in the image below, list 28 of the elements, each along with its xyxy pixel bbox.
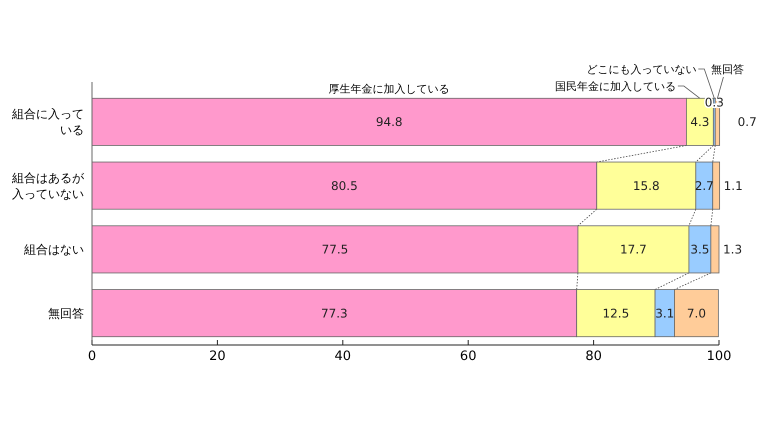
x-tick-label: 40 <box>334 349 352 364</box>
text: 無回答 <box>710 62 744 76</box>
data-label: 15.8 <box>632 178 660 193</box>
data-label: 12.5 <box>602 306 630 320</box>
data-label: 77.5 <box>322 242 348 257</box>
data-label: 17.7 <box>620 242 647 257</box>
data-label: 0.7 <box>738 115 757 130</box>
data-label: 4.3 <box>690 115 710 130</box>
data-label: 77.3 <box>320 306 348 320</box>
data-label: 3.1 <box>655 306 674 320</box>
x-tick-label: 0 <box>88 349 96 364</box>
data-label: 3.5 <box>690 242 710 257</box>
data-label: 1.1 <box>724 178 743 193</box>
y-tick-label: 組合はあるが入っていない <box>11 170 85 201</box>
x-tick-label: 100 <box>706 349 732 364</box>
y-tick-label: 無回答 <box>48 306 84 320</box>
y-tick-label: 組合に入っている <box>11 107 84 138</box>
series-label: 国民年金に加入している <box>554 80 676 93</box>
x-tick-label: 60 <box>460 349 476 364</box>
y-tick-label: 組合はない <box>23 242 84 257</box>
x-tick-label: 80 <box>585 349 602 364</box>
data-label: 7.0 <box>686 306 706 320</box>
data-label: 80.5 <box>331 178 358 193</box>
text: どこにも入っていない <box>586 62 696 76</box>
data-label: 94.8 <box>376 115 403 130</box>
series-label: 厚生年金に加入している <box>328 82 450 96</box>
data-label: 1.3 <box>723 242 742 257</box>
x-tick-label: 20 <box>209 349 226 364</box>
